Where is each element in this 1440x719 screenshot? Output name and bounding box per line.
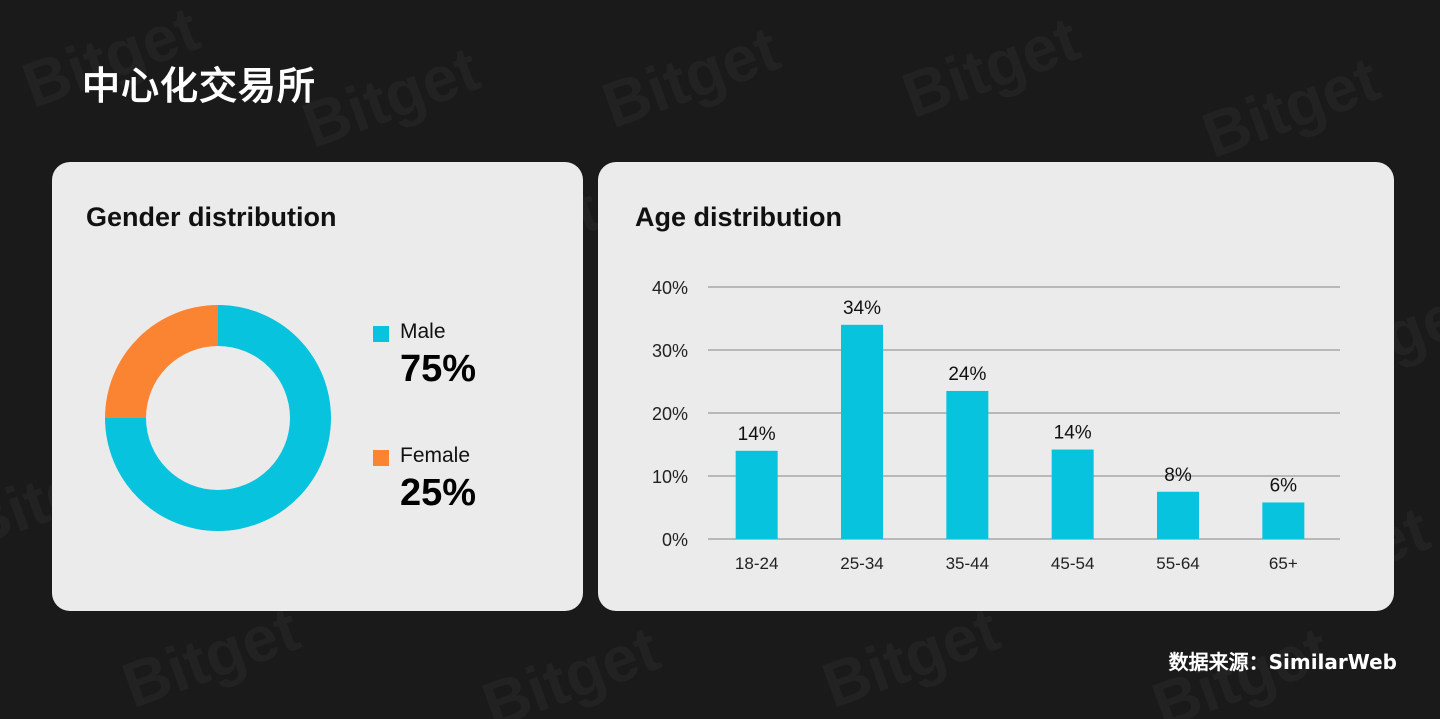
legend-value-male: 75% — [400, 348, 477, 390]
bar-45-54 — [1051, 449, 1094, 539]
legend-label-female: Female — [400, 444, 471, 467]
x-tick-label: 65+ — [1269, 554, 1298, 573]
page-title: 中心化交易所 — [82, 64, 317, 108]
gender-chart-title: Gender distribution — [86, 202, 337, 232]
x-tick-label: 45-54 — [1051, 554, 1094, 573]
y-tick-label: 30% — [652, 341, 688, 361]
legend-swatch-male — [373, 326, 389, 342]
bar-data-label: 14% — [1054, 423, 1092, 444]
x-tick-label: 25-34 — [840, 554, 883, 573]
bar-data-label: 8% — [1164, 465, 1192, 486]
y-tick-label: 40% — [652, 278, 688, 298]
bar-data-label: 34% — [843, 298, 881, 319]
x-tick-label: 18-24 — [735, 554, 778, 573]
watermark-text: Bitget — [1193, 41, 1389, 173]
watermark-text: Bitget — [293, 31, 489, 163]
watermark-text: Bitget — [893, 1, 1089, 133]
y-tick-label: 0% — [662, 530, 688, 550]
age-bar-chart: 0% 10% 20% 30% 40% 14% 18-24 34% 25-34 24% 35-44 1… — [652, 278, 1340, 573]
x-tick-label: 35-44 — [946, 554, 989, 573]
gender-donut-chart — [105, 305, 331, 531]
gender-card: Gender distribution Male 75% Female 25% — [52, 162, 583, 611]
bar-data-label: 14% — [738, 424, 776, 445]
bar-data-label: 6% — [1270, 475, 1298, 496]
watermark-text: Bitget — [593, 11, 789, 143]
bar-25-34 — [841, 324, 883, 539]
donut-slice-female — [105, 305, 218, 418]
age-card: Age distribution 0% 10% 20% 30% 40% 14% 18-24… — [598, 162, 1394, 611]
bar-65+ — [1262, 502, 1305, 539]
bar-18-24 — [735, 450, 778, 539]
legend-value-female: 25% — [400, 472, 477, 514]
y-tick-label: 20% — [652, 404, 688, 424]
bar-55-64 — [1157, 491, 1199, 539]
watermark-text: Bitget — [473, 611, 669, 719]
legend-swatch-female — [373, 450, 389, 466]
legend-label-male: Male — [400, 320, 446, 343]
x-tick-label: 55-64 — [1156, 554, 1199, 573]
y-tick-label: 10% — [652, 467, 688, 487]
source-note: 数据来源：SimilarWeb — [1168, 650, 1397, 674]
age-chart-title: Age distribution — [635, 202, 842, 232]
bar-data-label: 24% — [948, 364, 986, 385]
donut-slice-male — [105, 305, 331, 531]
bar-35-44 — [946, 390, 989, 539]
